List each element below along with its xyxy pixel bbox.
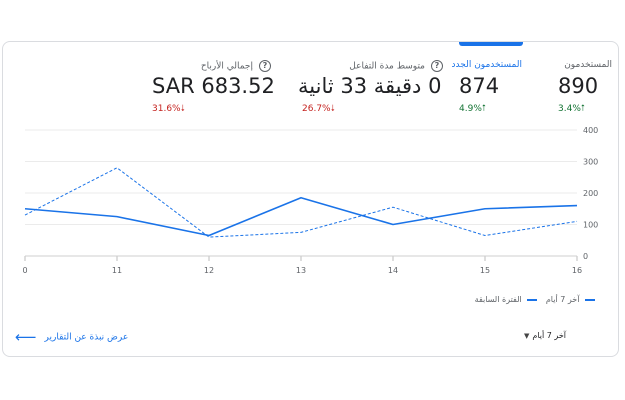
date-range-label: آخر 7 أيام — [532, 331, 566, 340]
metric-avg-engagement[interactable]: ?متوسط مدة التفاعل 0 دقيقة 33 ثانية 26.7… — [293, 42, 443, 160]
x-tick-label: 0 — [22, 266, 27, 275]
caret-down-icon: ▼ — [524, 332, 530, 340]
legend-current: آخر 7 أيام — [545, 295, 580, 304]
arrow-up-icon: ⭡ — [580, 104, 586, 114]
metric-change: 3.4%⭡ — [558, 104, 586, 114]
legend-previous: الفترة السابقة — [474, 295, 522, 304]
legend-swatch-previous — [527, 298, 538, 301]
chart-grid — [24, 129, 578, 261]
active-tab-indicator — [459, 42, 523, 46]
y-tick-label: 0 — [583, 252, 588, 261]
chart-legend: آخر 7 أيام الفترة السابقة — [475, 295, 598, 304]
metric-value: SAR 683.52 — [152, 74, 275, 98]
y-tick-label: 300 — [583, 158, 598, 167]
metric-change: 31.6%⭣ — [152, 104, 185, 114]
y-tick-label: 200 — [583, 189, 598, 198]
y-tick-label: 100 — [583, 221, 598, 230]
metric-total-revenue[interactable]: ?إجمالي الأرباح SAR 683.52 31.6%⭣ — [149, 42, 279, 160]
view-reports-link[interactable]: ⟵ عرض نبذة عن التقارير — [15, 328, 128, 346]
chart-series — [24, 167, 578, 238]
metric-value: 890 — [558, 74, 599, 98]
metric-users[interactable]: المستخدمون 890 3.4%⭡ — [534, 42, 620, 160]
x-tick-label: 11 — [112, 266, 122, 275]
y-tick-label: 400 — [583, 126, 598, 135]
metric-value: 0 دقيقة 33 ثانية — [298, 74, 442, 98]
metric-label: ?متوسط مدة التفاعل — [349, 60, 443, 72]
legend-swatch-current — [585, 298, 595, 301]
line-chart: 0 100 200 300 400 0 11 12 13 14 15 16 — [22, 126, 598, 275]
metric-label: المستخدمون — [564, 60, 612, 70]
arrow-down-icon: ⭣ — [180, 104, 185, 114]
metric-label: ?إجمالي الأرباح — [201, 60, 271, 72]
chart-ticks: 0 100 200 300 400 0 11 12 13 14 15 16 — [22, 126, 598, 275]
metric-new-users[interactable]: المستخدمون الجدد 874 4.9%⭡ — [452, 42, 523, 160]
metric-change: 26.7%⭣ — [302, 104, 335, 114]
view-reports-label: عرض نبذة عن التقارير — [44, 332, 129, 343]
arrow-left-icon: ⟵ — [15, 328, 37, 346]
metric-change: 4.9%⭡ — [459, 104, 487, 114]
metric-value: 874 — [459, 74, 500, 98]
arrow-up-icon: ⭡ — [481, 104, 487, 114]
series-line-previous — [24, 167, 578, 238]
help-icon[interactable]: ? — [259, 60, 271, 72]
series-line-current — [24, 196, 578, 237]
date-range-dropdown[interactable]: آخر 7 أيام▼ — [524, 331, 566, 340]
metric-label: المستخدمون الجدد — [451, 60, 522, 70]
arrow-down-icon: ⭣ — [330, 104, 335, 114]
overview-card: المستخدمون 890 3.4%⭡ المستخدمون الجدد 87… — [2, 41, 619, 357]
x-tick-label: 14 — [388, 266, 398, 275]
x-tick-label: 12 — [204, 266, 214, 275]
x-tick-label: 16 — [572, 266, 582, 275]
help-icon[interactable]: ? — [431, 60, 443, 72]
x-tick-label: 13 — [296, 266, 306, 275]
x-tick-label: 15 — [480, 266, 490, 275]
